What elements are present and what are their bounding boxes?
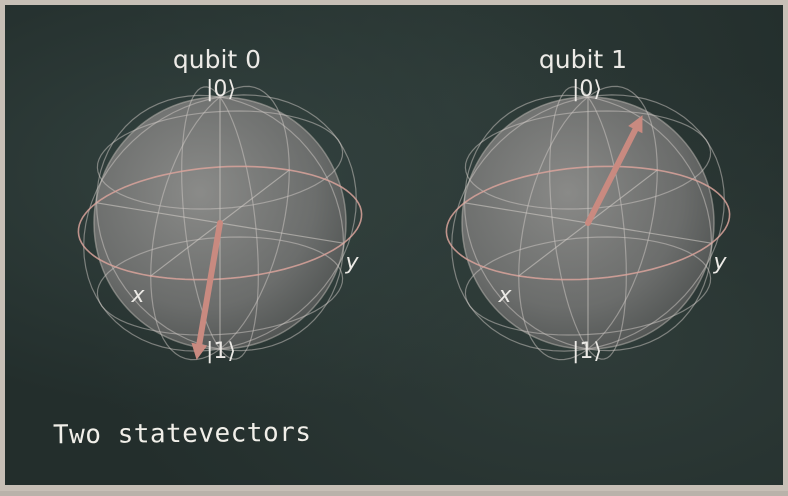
arrow-head: [191, 342, 208, 360]
state-arrow: [585, 115, 643, 226]
ket-zero-label: |0⟩: [206, 77, 236, 102]
arrow-shaft: [585, 126, 639, 226]
sphere-title: qubit 1: [539, 45, 627, 74]
bloch-diagram-canvas: qubit 0 |0⟩ |1⟩ x y qubit 1 |0⟩ |1⟩ x y: [77, 45, 731, 364]
ket-one-label: |1⟩: [572, 339, 602, 364]
y-axis-label: y: [344, 250, 359, 275]
y-axis-label: y: [712, 250, 727, 275]
arrow-head: [628, 115, 643, 134]
state-arrow: [191, 220, 223, 360]
x-axis-label: x: [130, 283, 145, 308]
bloch-sphere-qubit-1: qubit 1 |0⟩ |1⟩ x y: [445, 45, 731, 364]
ket-one-label: |1⟩: [206, 339, 236, 364]
sphere-title: qubit 0: [173, 45, 261, 74]
x-axis-label: x: [497, 283, 512, 308]
caption: Two statevectors: [52, 417, 312, 451]
ket-zero-label: |0⟩: [572, 77, 602, 102]
arrow-shaft: [196, 220, 223, 348]
bloch-sphere-qubit-0: qubit 0 |0⟩ |1⟩ x y: [77, 45, 363, 364]
